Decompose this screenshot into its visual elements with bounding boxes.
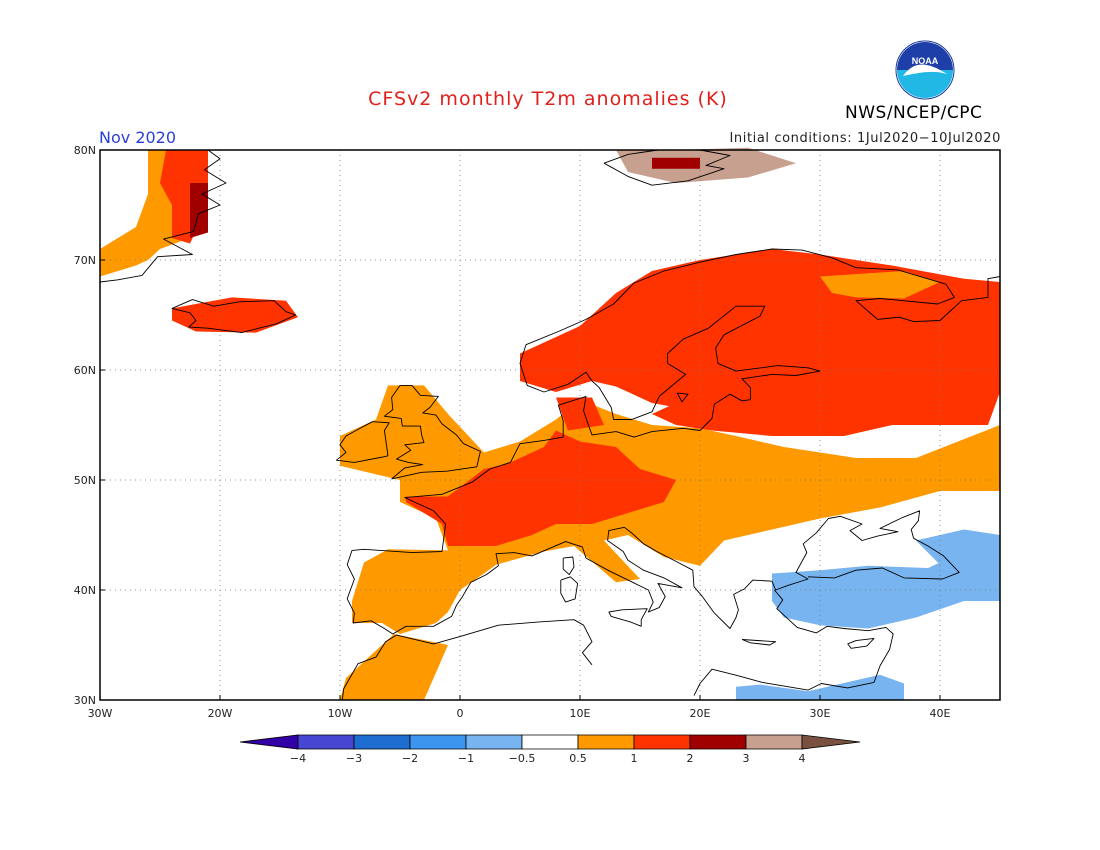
greenland-very-hot-region <box>190 183 208 238</box>
mainland-coast <box>351 248 1001 554</box>
colorbar-label: 4 <box>799 752 806 765</box>
cool-egypt-region <box>736 674 904 700</box>
lat-tick-label: 50N <box>74 474 96 487</box>
colorbar-bin <box>409 734 467 750</box>
colorbar-label: −1 <box>458 752 474 765</box>
colorbar-label: −3 <box>346 752 362 765</box>
turkey-south-coast <box>693 589 894 696</box>
colorbar-bin <box>297 734 355 750</box>
anomaly-fills <box>100 147 1000 700</box>
map-frame <box>99 149 1001 701</box>
colorbar-bin <box>353 734 411 750</box>
lon-tick-label: 10W <box>328 707 353 720</box>
warm-morocco-region <box>340 634 448 700</box>
lon-tick-label: 0 <box>457 707 464 720</box>
colorbar-label: −4 <box>290 752 306 765</box>
colorbar-label: −0.5 <box>509 752 536 765</box>
lon-tick-label: 20E <box>690 707 711 720</box>
colorbar: −4 −3 −2 −1 −0.5 0.5 1 2 3 4 <box>239 734 861 765</box>
iceland-anomaly-region <box>172 297 298 333</box>
ireland-coast <box>335 421 390 463</box>
colorbar-bin <box>465 734 523 750</box>
colorbar-bin <box>239 734 299 750</box>
lon-tick-label: 10E <box>570 707 591 720</box>
agency-label: NWS/NCEP/CPC <box>845 103 983 123</box>
cool-caucasus-region <box>916 529 1000 565</box>
lon-tick-label: 30W <box>88 707 113 720</box>
lon-tick-label: 20W <box>208 707 233 720</box>
iberia-med-coast <box>346 510 960 635</box>
map-gridlines <box>100 150 1000 700</box>
lat-tick-label: 40N <box>74 584 96 597</box>
cyprus-coast <box>847 637 875 649</box>
north-africa-coast <box>341 619 593 701</box>
colorbar-bin <box>521 734 579 750</box>
sicily-coast <box>608 608 648 627</box>
hot-western-europe-region <box>406 430 676 546</box>
colorbar-label: 2 <box>687 752 694 765</box>
lon-tick-label: 40E <box>930 707 951 720</box>
corsica-coast <box>562 556 575 576</box>
colorbar-bin <box>577 734 635 750</box>
warm-central-europe-region <box>340 385 1000 634</box>
crete-coast <box>741 639 777 646</box>
initial-conditions: Initial conditions: 1Jul2020−10Jul2020 <box>729 131 1001 146</box>
colorbar-label: 3 <box>743 752 750 765</box>
hot-denmark-region <box>556 397 604 431</box>
svalbard-coast <box>603 149 731 186</box>
noaa-logo-icon: NOAA <box>895 40 955 100</box>
greenland-coast <box>99 149 227 283</box>
lat-tick-label: 60N <box>74 364 96 377</box>
svg-text:NOAA: NOAA <box>912 56 939 66</box>
forecast-month: Nov 2020 <box>99 128 177 147</box>
iceland-coast <box>171 299 297 334</box>
colorbar-bin <box>801 734 861 750</box>
lat-tick-label: 30N <box>74 694 96 707</box>
colorbar-label: 0.5 <box>569 752 587 765</box>
colorbar-label: 1 <box>631 752 638 765</box>
map-title: CFSv2 monthly T2m anomalies (K) <box>368 88 728 110</box>
gotland-coast <box>676 392 689 403</box>
colorbar-label: −2 <box>402 752 418 765</box>
lon-tick-label: 30E <box>810 707 831 720</box>
uk-coast <box>383 384 481 480</box>
lat-tick-label: 80N <box>74 144 96 157</box>
sardinia-coast <box>560 576 579 603</box>
lat-tick-label: 70N <box>74 254 96 267</box>
colorbar-bin <box>633 734 691 750</box>
colorbar-bin <box>689 734 747 750</box>
warm-kola-region <box>820 271 940 299</box>
svalbard-core-region <box>652 157 700 169</box>
colorbar-bin <box>745 734 803 750</box>
coastlines <box>99 149 1001 701</box>
